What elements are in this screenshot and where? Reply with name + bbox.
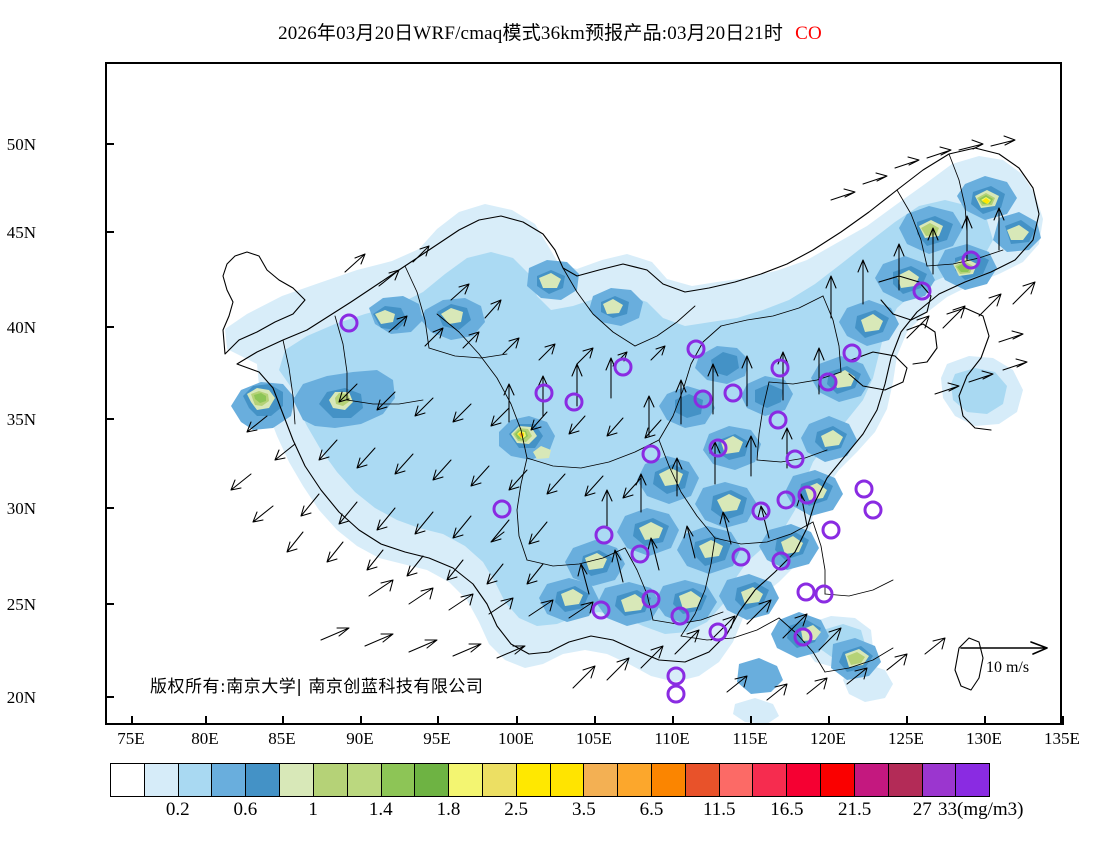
x-tick-label: 90E bbox=[346, 729, 374, 748]
x-tick-label: 120E bbox=[810, 729, 846, 748]
x-tick-label: 105E bbox=[576, 729, 612, 748]
colorbar-cell[interactable] bbox=[313, 764, 348, 796]
colorbar-cell[interactable] bbox=[922, 764, 957, 796]
copyright-notice: 版权所有:南京大学| 南京创蓝科技有限公司 bbox=[150, 677, 484, 697]
x-tick-label: 130E bbox=[966, 729, 1002, 748]
colorbar-tick-label: 33(mg/m3) bbox=[938, 799, 1024, 820]
colorbar-cell[interactable] bbox=[854, 764, 889, 796]
colorbar-cell[interactable] bbox=[618, 764, 652, 796]
wind-scale-key: 10 m/s bbox=[955, 638, 1060, 677]
colorbar-cell[interactable] bbox=[516, 764, 551, 796]
x-tick-label: 80E bbox=[191, 729, 219, 748]
x-tick-label: 100E bbox=[498, 729, 534, 748]
colorbar[interactable] bbox=[110, 763, 990, 797]
y-tick-label: 40N bbox=[6, 318, 36, 337]
colorbar-tick-label: 0.6 bbox=[233, 799, 258, 820]
colorbar-tick-label: 11.5 bbox=[702, 799, 736, 820]
wind-vector-layer bbox=[230, 135, 1036, 701]
x-tick-label: 110E bbox=[654, 729, 690, 748]
colorbar-cell[interactable] bbox=[888, 764, 923, 796]
colorbar-tick-label: 0.2 bbox=[165, 799, 190, 820]
y-tick-label: 45N bbox=[6, 223, 36, 242]
y-tick-label: 20N bbox=[6, 688, 36, 707]
colorbar-cell[interactable] bbox=[652, 764, 686, 796]
colorbar-tick-label: 6.5 bbox=[639, 799, 664, 820]
colorbar-cell[interactable] bbox=[584, 764, 619, 796]
colorbar-cell[interactable] bbox=[381, 764, 416, 796]
x-tick-label: 135E bbox=[1044, 729, 1080, 748]
colorbar-cell[interactable] bbox=[685, 764, 720, 796]
colorbar-cell[interactable] bbox=[347, 764, 382, 796]
map-plot-frame[interactable] bbox=[105, 62, 1062, 725]
colorbar-cell[interactable] bbox=[111, 764, 145, 796]
colorbar-cell[interactable] bbox=[178, 764, 213, 796]
colorbar-cell[interactable] bbox=[415, 764, 450, 796]
x-tick-label: 115E bbox=[732, 729, 768, 748]
colorbar-cell[interactable] bbox=[280, 764, 314, 796]
page-title: 2026年03月20日WRF/cmaq模式36km预报产品:03月20日21时 C… bbox=[0, 18, 1100, 45]
colorbar-tick-label: 1 bbox=[308, 799, 318, 820]
colorbar-cell[interactable] bbox=[719, 764, 754, 796]
colorbar-cell[interactable] bbox=[956, 764, 990, 796]
colorbar-cells[interactable] bbox=[110, 763, 990, 797]
y-tick-label: 35N bbox=[6, 410, 36, 429]
colorbar-cell[interactable] bbox=[246, 764, 281, 796]
y-tick-label: 25N bbox=[6, 595, 36, 614]
x-tick-label: 125E bbox=[888, 729, 924, 748]
colorbar-tick-label: 27 bbox=[912, 799, 932, 820]
map-canvas[interactable] bbox=[107, 64, 1060, 723]
colorbar-labels: 0.2 0.6 1 1.4 1.8 2.5 3.5 6.5 11.5 16.5 21.5 27 33(m… bbox=[0, 799, 1100, 825]
colorbar-cell[interactable] bbox=[550, 764, 585, 796]
title-main-text: 2026年03月20日WRF/cmaq模式36km预报产品:03月20日21时 bbox=[278, 23, 784, 44]
colorbar-cell[interactable] bbox=[482, 764, 517, 796]
colorbar-cell[interactable] bbox=[212, 764, 247, 796]
colorbar-cell[interactable] bbox=[144, 764, 179, 796]
colorbar-tick-label: 1.4 bbox=[368, 799, 393, 820]
colorbar-cell[interactable] bbox=[449, 764, 483, 796]
x-tick-label: 95E bbox=[423, 729, 451, 748]
colorbar-tick-label: 3.5 bbox=[571, 799, 596, 820]
x-tick-label: 85E bbox=[268, 729, 296, 748]
colorbar-tick-label: 16.5 bbox=[770, 799, 804, 820]
y-tick-label: 30N bbox=[6, 499, 36, 518]
title-species-label: CO bbox=[795, 23, 822, 44]
wind-scale-label: 10 m/s bbox=[985, 659, 1030, 676]
y-tick-label: 50N bbox=[6, 135, 36, 154]
colorbar-cell[interactable] bbox=[787, 764, 822, 796]
arrow-right-icon bbox=[960, 641, 1048, 655]
x-tick-label: 75E bbox=[117, 729, 145, 748]
colorbar-tick-label: 1.8 bbox=[436, 799, 461, 820]
colorbar-tick-label: 2.5 bbox=[504, 799, 529, 820]
colorbar-cell[interactable] bbox=[821, 764, 855, 796]
colorbar-tick-label: 21.5 bbox=[837, 799, 872, 820]
colorbar-cell[interactable] bbox=[753, 764, 788, 796]
city-marker-layer[interactable] bbox=[339, 250, 981, 704]
